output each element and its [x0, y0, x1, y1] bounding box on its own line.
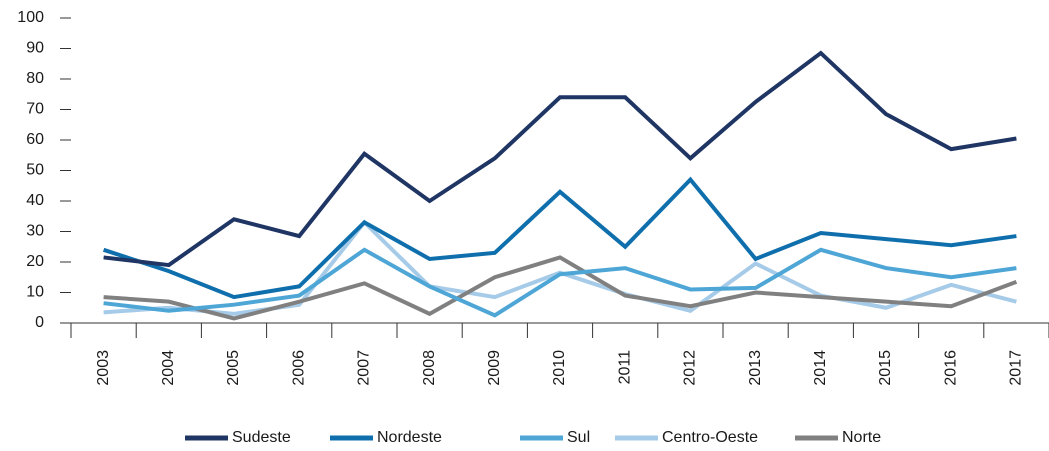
line-series	[103, 50, 1017, 268]
x-tick-label: 2012	[682, 350, 699, 386]
y-tick-label: 70	[26, 101, 44, 118]
line-series	[103, 247, 1017, 318]
y-tick-label: 100	[17, 9, 44, 26]
y-tick-label: 90	[26, 40, 44, 57]
line-series	[102, 176, 1017, 300]
x-tick-label: 2016	[942, 350, 959, 386]
y-tick-label: 40	[26, 192, 44, 209]
y-tick-label: 50	[26, 162, 44, 179]
x-tick-label: 2015	[877, 350, 894, 386]
x-tick-label: 2013	[747, 350, 764, 386]
y-tick-label: 60	[26, 131, 44, 148]
y-tick-label: 0	[35, 314, 44, 331]
y-tick-label: 80	[26, 70, 44, 87]
x-tick-label: 2007	[356, 350, 373, 386]
x-tick-label: 2004	[160, 350, 177, 386]
legend-label: Norte	[842, 429, 881, 446]
legend-label: Sul	[567, 429, 590, 446]
x-tick-label: 2014	[812, 350, 829, 386]
x-tick-label: 2010	[551, 350, 568, 386]
x-tick-label: 2005	[225, 350, 242, 386]
x-tick-label: 2009	[486, 350, 503, 386]
line-series	[103, 255, 1018, 321]
x-tick-label: 2017	[1008, 350, 1025, 386]
y-tick-label: 10	[26, 284, 44, 301]
x-tick-label: 2008	[421, 350, 438, 386]
x-tick-label: 2003	[95, 350, 112, 386]
x-tick-label: 2011	[616, 350, 633, 385]
y-tick-label: 20	[26, 253, 44, 270]
legend-label: Nordeste	[377, 429, 442, 446]
x-tick-label: 2006	[290, 350, 307, 386]
legend-label: Centro-Oeste	[662, 429, 758, 446]
y-tick-label: 30	[26, 223, 44, 240]
legend-label: Sudeste	[232, 429, 291, 446]
